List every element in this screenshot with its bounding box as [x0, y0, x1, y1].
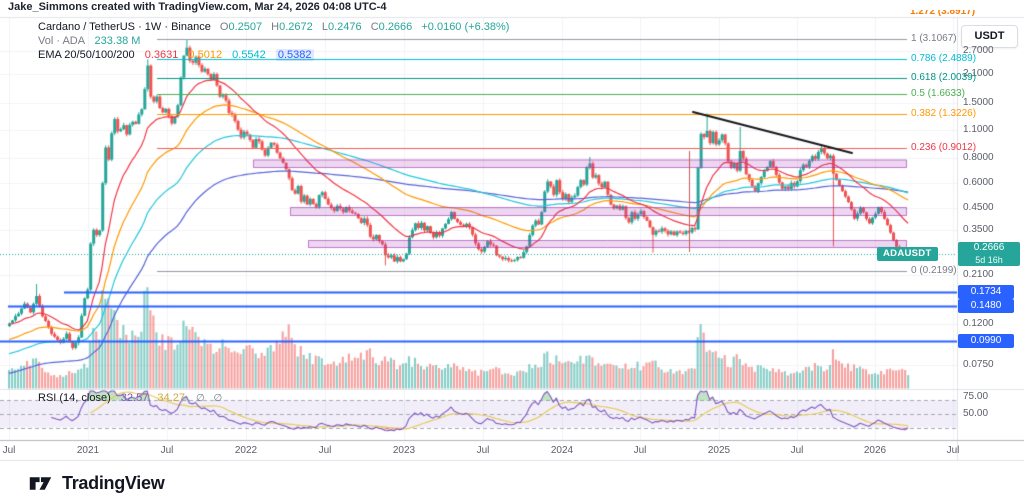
- tradingview-logo-icon: [28, 471, 53, 496]
- tradingview-logo-text: TradingView: [62, 473, 165, 493]
- price-chart-canvas[interactable]: [0, 0, 1024, 462]
- tradingview-logo[interactable]: TradingView: [28, 471, 165, 496]
